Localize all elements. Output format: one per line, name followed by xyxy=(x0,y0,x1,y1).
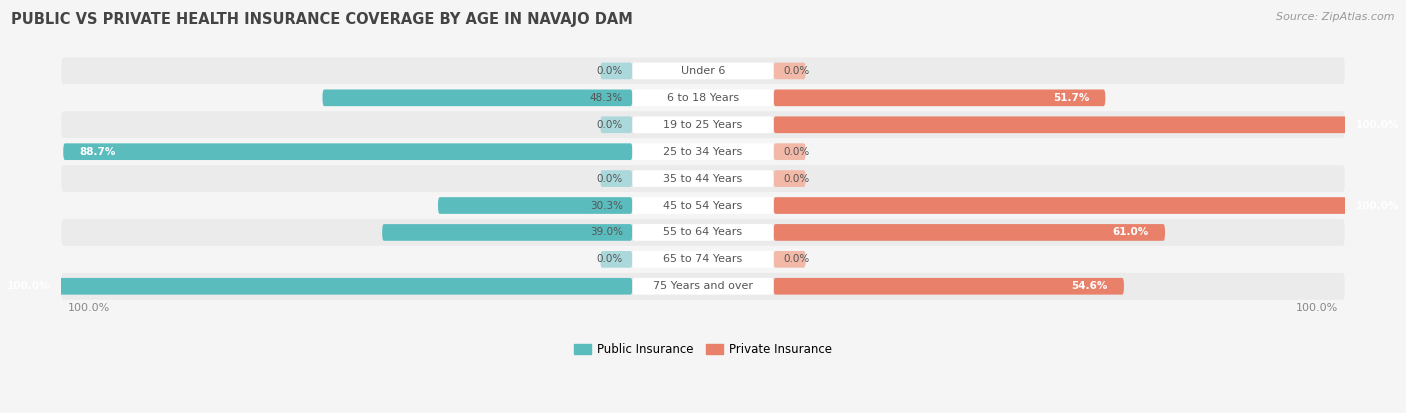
FancyBboxPatch shape xyxy=(0,278,633,294)
Text: 19 to 25 Years: 19 to 25 Years xyxy=(664,120,742,130)
Text: 45 to 54 Years: 45 to 54 Years xyxy=(664,201,742,211)
Text: 0.0%: 0.0% xyxy=(783,173,810,184)
FancyBboxPatch shape xyxy=(633,90,773,106)
Text: 0.0%: 0.0% xyxy=(596,173,623,184)
FancyBboxPatch shape xyxy=(633,224,773,241)
FancyBboxPatch shape xyxy=(62,138,1344,165)
Text: 100.0%: 100.0% xyxy=(7,281,51,291)
Text: 0.0%: 0.0% xyxy=(596,120,623,130)
Text: 0.0%: 0.0% xyxy=(783,147,810,157)
FancyBboxPatch shape xyxy=(633,170,773,187)
FancyBboxPatch shape xyxy=(773,90,1105,106)
FancyBboxPatch shape xyxy=(439,197,633,214)
FancyBboxPatch shape xyxy=(633,63,773,79)
Text: 88.7%: 88.7% xyxy=(79,147,115,157)
FancyBboxPatch shape xyxy=(773,224,1166,241)
Text: Source: ZipAtlas.com: Source: ZipAtlas.com xyxy=(1277,12,1395,22)
FancyBboxPatch shape xyxy=(63,143,633,160)
Text: 6 to 18 Years: 6 to 18 Years xyxy=(666,93,740,103)
Text: 54.6%: 54.6% xyxy=(1071,281,1108,291)
FancyBboxPatch shape xyxy=(62,192,1344,219)
Text: 55 to 64 Years: 55 to 64 Years xyxy=(664,228,742,237)
Text: 48.3%: 48.3% xyxy=(589,93,623,103)
FancyBboxPatch shape xyxy=(62,111,1344,138)
Text: 75 Years and over: 75 Years and over xyxy=(652,281,754,291)
FancyBboxPatch shape xyxy=(633,116,773,133)
FancyBboxPatch shape xyxy=(773,143,806,160)
Text: PUBLIC VS PRIVATE HEALTH INSURANCE COVERAGE BY AGE IN NAVAJO DAM: PUBLIC VS PRIVATE HEALTH INSURANCE COVER… xyxy=(11,12,633,27)
FancyBboxPatch shape xyxy=(62,84,1344,111)
FancyBboxPatch shape xyxy=(633,197,773,214)
Text: 30.3%: 30.3% xyxy=(589,201,623,211)
Text: 100.0%: 100.0% xyxy=(67,304,110,313)
Text: Under 6: Under 6 xyxy=(681,66,725,76)
Text: 0.0%: 0.0% xyxy=(596,254,623,264)
FancyBboxPatch shape xyxy=(633,143,773,160)
FancyBboxPatch shape xyxy=(773,278,1123,294)
Text: 51.7%: 51.7% xyxy=(1053,93,1090,103)
FancyBboxPatch shape xyxy=(600,63,633,79)
FancyBboxPatch shape xyxy=(62,246,1344,273)
FancyBboxPatch shape xyxy=(600,116,633,133)
Text: 100.0%: 100.0% xyxy=(1355,120,1399,130)
Text: 0.0%: 0.0% xyxy=(783,254,810,264)
Text: 25 to 34 Years: 25 to 34 Years xyxy=(664,147,742,157)
FancyBboxPatch shape xyxy=(322,90,633,106)
Text: 35 to 44 Years: 35 to 44 Years xyxy=(664,173,742,184)
FancyBboxPatch shape xyxy=(773,251,806,268)
FancyBboxPatch shape xyxy=(633,251,773,268)
FancyBboxPatch shape xyxy=(773,170,806,187)
FancyBboxPatch shape xyxy=(62,219,1344,246)
FancyBboxPatch shape xyxy=(633,278,773,294)
Text: 0.0%: 0.0% xyxy=(783,66,810,76)
FancyBboxPatch shape xyxy=(773,116,1406,133)
FancyBboxPatch shape xyxy=(773,63,806,79)
Text: 0.0%: 0.0% xyxy=(596,66,623,76)
FancyBboxPatch shape xyxy=(382,224,633,241)
Text: 61.0%: 61.0% xyxy=(1112,228,1149,237)
Text: 100.0%: 100.0% xyxy=(1355,201,1399,211)
FancyBboxPatch shape xyxy=(62,273,1344,300)
Legend: Public Insurance, Private Insurance: Public Insurance, Private Insurance xyxy=(569,338,837,361)
Text: 39.0%: 39.0% xyxy=(589,228,623,237)
Text: 100.0%: 100.0% xyxy=(1296,304,1339,313)
Text: 65 to 74 Years: 65 to 74 Years xyxy=(664,254,742,264)
FancyBboxPatch shape xyxy=(773,197,1406,214)
FancyBboxPatch shape xyxy=(600,251,633,268)
FancyBboxPatch shape xyxy=(62,165,1344,192)
FancyBboxPatch shape xyxy=(62,57,1344,84)
FancyBboxPatch shape xyxy=(600,170,633,187)
